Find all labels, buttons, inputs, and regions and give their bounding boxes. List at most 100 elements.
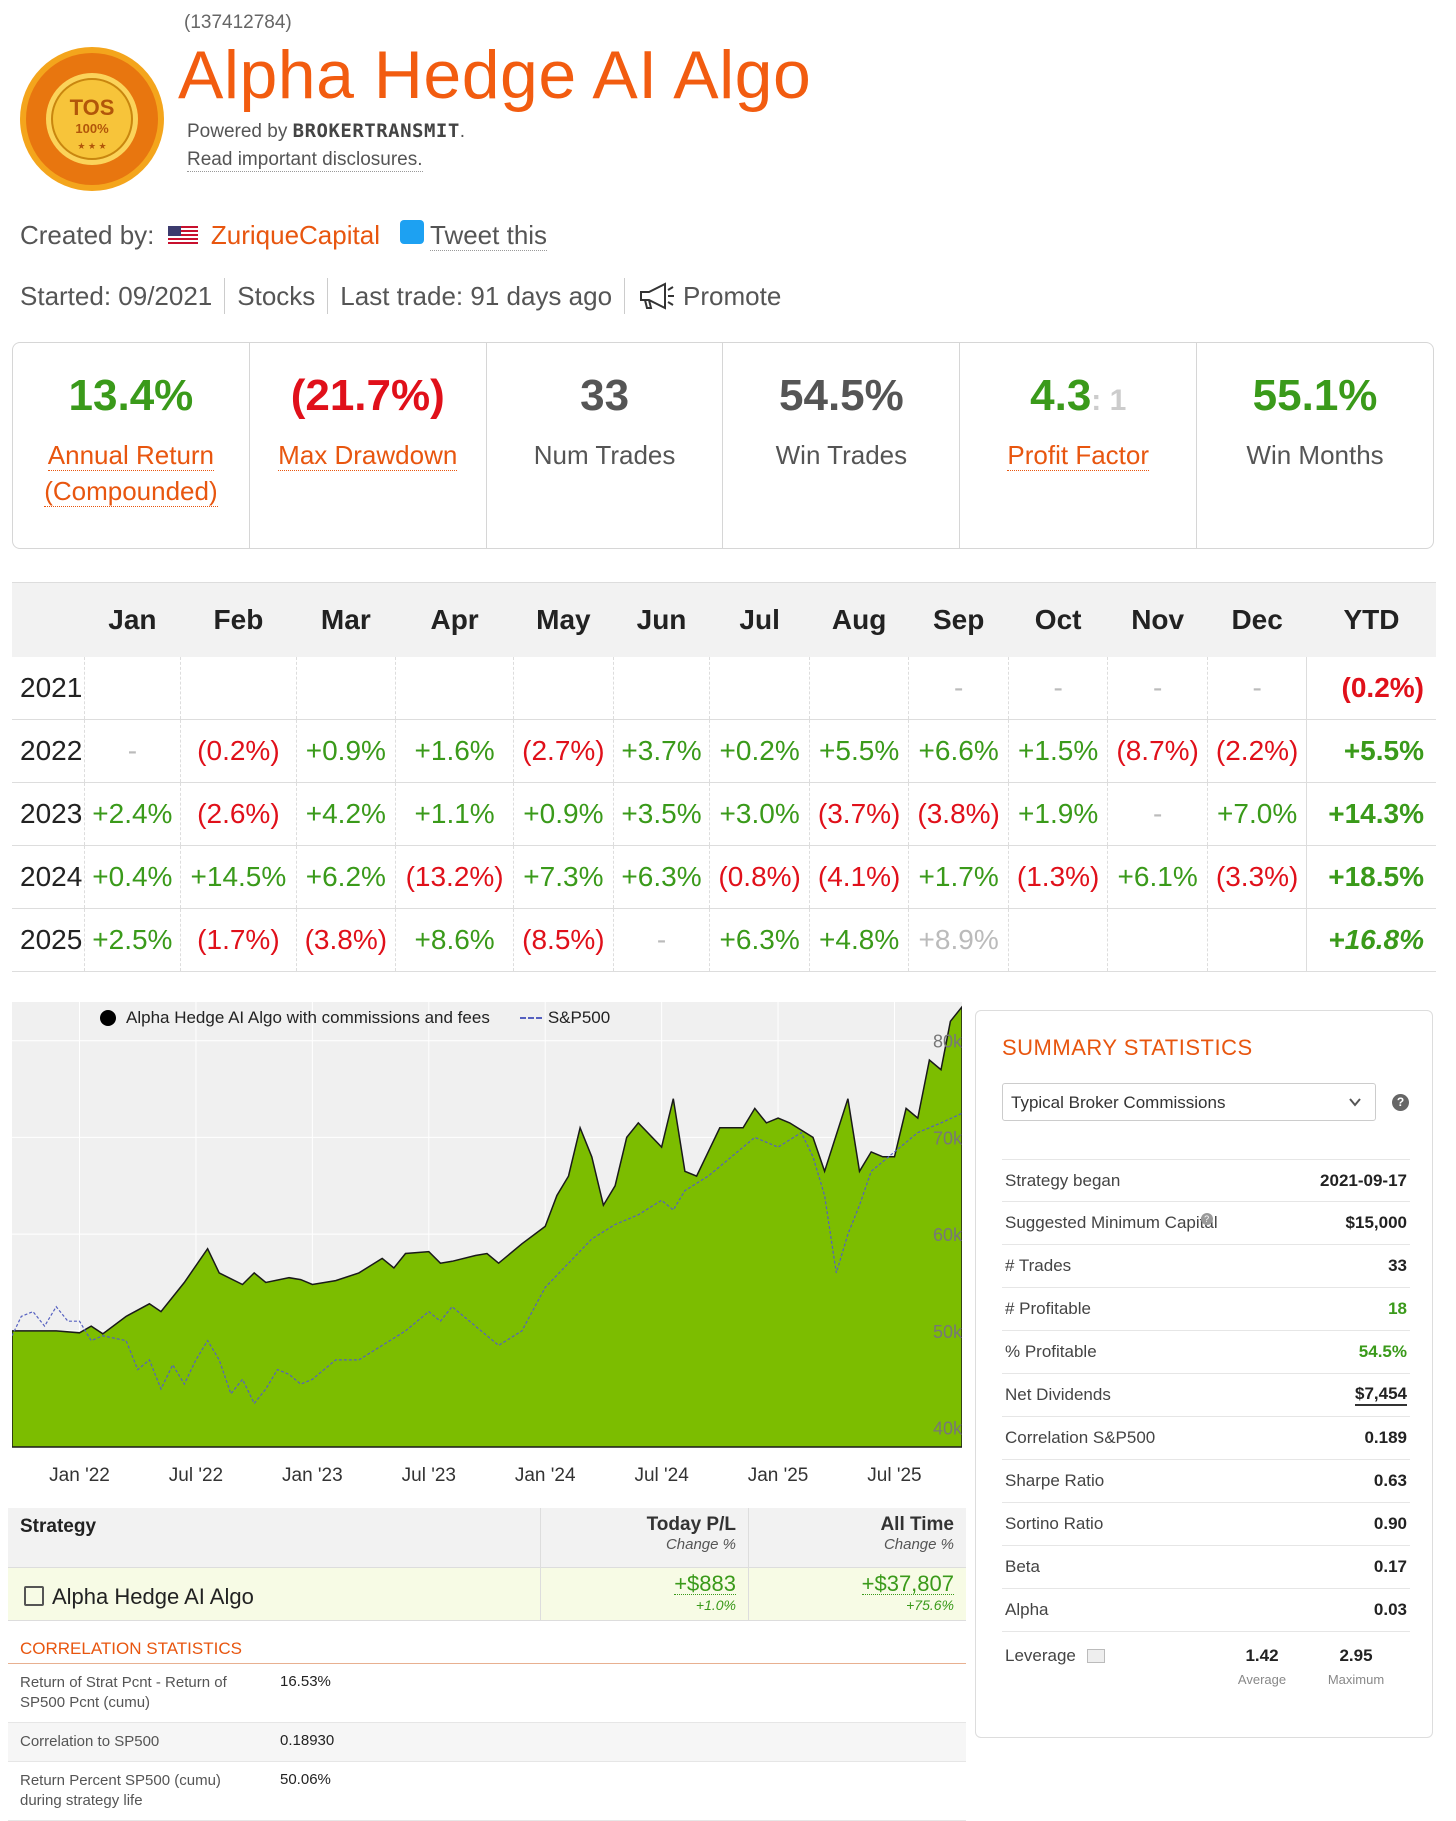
- month-cell: [180, 656, 297, 720]
- summary-row: Strategy began 2021-09-17: [1002, 1159, 1410, 1202]
- info-icon[interactable]: ?: [1200, 1213, 1213, 1225]
- megaphone-icon: [640, 282, 675, 310]
- month-cell: +0.4%: [83, 845, 181, 909]
- month-cell: (3.8%): [908, 782, 1009, 846]
- y-tick-label: 80k: [933, 1032, 962, 1052]
- month-cell: -: [1107, 782, 1208, 846]
- month-cell: (13.2%): [395, 845, 514, 909]
- ytd-cell: +18.5%: [1306, 845, 1436, 909]
- page-title: Alpha Hedge AI Algo: [178, 37, 812, 113]
- header-feb: Feb: [180, 582, 297, 657]
- creator-link[interactable]: ZuriqueCapital: [210, 220, 380, 250]
- summary-row: # Trades 33: [1002, 1245, 1410, 1288]
- month-cell: +6.6%: [908, 719, 1009, 783]
- year-cell: 2024: [12, 845, 84, 909]
- header-aug: Aug: [809, 582, 909, 657]
- correlation-title: CORRELATION STATISTICS: [8, 1632, 966, 1664]
- month-cell: [612, 656, 710, 720]
- strategy-legend-marker: [100, 1010, 116, 1026]
- sp500-line: [12, 1112, 962, 1405]
- header-empty: [12, 582, 84, 657]
- brand-link[interactable]: BROKERTRANSMIT: [292, 120, 460, 142]
- ytd-cell: +16.8%: [1306, 908, 1436, 972]
- header-may: May: [513, 582, 614, 657]
- chart-thumbnail-icon[interactable]: [1086, 1649, 1105, 1663]
- kpi-profit-factor: 4.3: 1 Profit Factor: [960, 343, 1198, 548]
- month-cell: -: [1007, 656, 1108, 720]
- external-link-icon[interactable]: [24, 1586, 44, 1606]
- month-cell: +3.0%: [709, 782, 810, 846]
- summary-label: Suggested Minimum Capital: [1005, 1213, 1218, 1232]
- table-row: 2025 +2.5% (1.7%) (3.8%) +8.6% (8.5%) - +6.3% +4…: [12, 908, 1436, 972]
- summary-row: % Profitable 54.5%: [1002, 1331, 1410, 1374]
- us-flag-icon: [167, 226, 198, 246]
- help-icon[interactable]: ?: [1392, 1093, 1409, 1111]
- leverage-label: Leverage: [1005, 1646, 1215, 1666]
- summary-row: Alpha 0.03: [1002, 1589, 1410, 1632]
- commission-select[interactable]: Typical Broker Commissions: [1002, 1083, 1376, 1121]
- month-cell: (2.6%): [180, 782, 297, 846]
- month-cell: [1007, 908, 1108, 972]
- month-cell: +7.3%: [513, 845, 614, 909]
- strategy-pl-table: Strategy Today P/L Change % All Time Chang…: [8, 1508, 966, 1621]
- sp500-legend-marker: [519, 1017, 542, 1019]
- month-cell: +3.5%: [612, 782, 710, 846]
- month-cell: +0.9%: [295, 719, 396, 783]
- disclosure-link[interactable]: Read important disclosures.: [187, 149, 423, 172]
- kpi-max-drawdown: (21.7%) Max Drawdown: [250, 343, 487, 548]
- month-cell: -: [908, 656, 1009, 720]
- summary-title: SUMMARY STATISTICS: [1002, 1035, 1253, 1060]
- month-cell: -: [83, 719, 181, 783]
- header-jan: Jan: [84, 582, 181, 657]
- col-today-pl: Today P/L Change %: [540, 1508, 748, 1567]
- ytd-cell: (0.2%): [1306, 656, 1436, 720]
- month-cell: +0.9%: [513, 782, 614, 846]
- tweet-button[interactable]: Tweet this: [400, 220, 548, 251]
- table-row: 2021- - - - (0.2%): [12, 656, 1436, 720]
- month-cell: +1.5%: [1007, 719, 1108, 783]
- summary-row: Sortino Ratio 0.90: [1002, 1503, 1410, 1546]
- summary-label: Sharpe Ratio: [1005, 1471, 1105, 1490]
- x-tick-label: Jan '25: [748, 1465, 809, 1486]
- annual-return-link[interactable]: Annual Return (Compounded): [44, 440, 218, 507]
- year-cell: 2025: [12, 908, 84, 972]
- month-cell: [1107, 908, 1208, 972]
- summary-label: Sortino Ratio: [1005, 1514, 1104, 1533]
- strategy-name-link[interactable]: Alpha Hedge AI Algo: [52, 1584, 254, 1609]
- summary-value: 0.63: [1373, 1471, 1407, 1490]
- summary-row: Correlation S&P500 0.189: [1002, 1417, 1410, 1460]
- ytd-cell: +14.3%: [1306, 782, 1436, 846]
- y-tick-label: 70k: [933, 1128, 962, 1148]
- summary-label: Beta: [1005, 1557, 1040, 1576]
- month-cell: (3.8%): [295, 908, 396, 972]
- summary-value[interactable]: $7,454: [1355, 1384, 1407, 1406]
- summary-label: Alpha: [1005, 1600, 1049, 1619]
- month-cell: (0.8%): [709, 845, 810, 909]
- profit-factor-link[interactable]: Profit Factor: [1007, 440, 1150, 471]
- created-by: Created by: ZuriqueCapital: [20, 220, 380, 250]
- month-cell: (3.3%): [1206, 845, 1307, 909]
- kpi-panel: 13.4% Annual Return (Compounded) (21.7%) …: [12, 342, 1434, 549]
- header-apr: Apr: [395, 582, 514, 657]
- header-sep: Sep: [908, 582, 1009, 657]
- month-cell: +3.7%: [612, 719, 710, 783]
- table-row: 2022- (0.2%) +0.9% +1.6% (2.7%) +3.7% +0.2% +5.…: [12, 719, 1436, 783]
- summary-label: Correlation S&P500: [1005, 1428, 1156, 1447]
- promote-button[interactable]: Promote: [637, 281, 781, 312]
- month-cell: +6.3%: [612, 845, 710, 909]
- svg-text:★ ★ ★: ★ ★ ★: [77, 141, 106, 151]
- table-row[interactable]: Alpha Hedge AI Algo +$883 +1.0% +$37,807 +…: [8, 1568, 966, 1621]
- month-cell: [395, 656, 514, 720]
- x-tick-label: Jan '23: [282, 1465, 343, 1486]
- max-drawdown-link[interactable]: Max Drawdown: [278, 440, 458, 471]
- equity-chart: Jan '22 Jul '22 Jan '23 Jul '23 Jan '24 Jul '…: [12, 1002, 962, 1497]
- summary-label: # Profitable: [1005, 1299, 1091, 1318]
- summary-label: # Trades: [1005, 1256, 1072, 1275]
- x-tick-label: Jan '24: [515, 1465, 576, 1486]
- month-cell: (2.2%): [1206, 719, 1307, 783]
- kpi-win-trades: 54.5% Win Trades: [723, 343, 961, 548]
- badge-center-text: TOS: [70, 95, 115, 120]
- summary-value: 0.03: [1373, 1600, 1407, 1619]
- month-cell: (8.7%): [1107, 719, 1208, 783]
- month-cell: -: [612, 908, 710, 972]
